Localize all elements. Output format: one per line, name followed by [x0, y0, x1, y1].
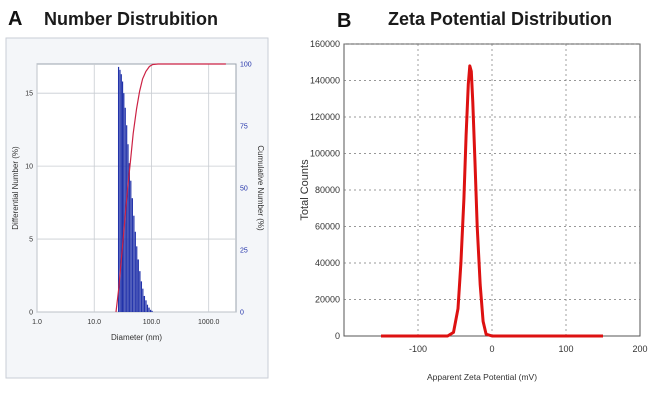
- bar: [130, 180, 132, 312]
- bar: [127, 144, 129, 312]
- bar: [126, 125, 128, 312]
- cumulative-line: [115, 63, 226, 313]
- y-tick-label-b: 60000: [315, 222, 340, 232]
- zeta-series-line: [381, 64, 603, 338]
- bar: [139, 271, 141, 312]
- bar: [146, 304, 149, 312]
- y-axis-label-a: Differential Number (%): [11, 146, 20, 230]
- panel-a-title: Number Distrubition: [44, 9, 218, 29]
- y-tick-label-b: 20000: [315, 295, 340, 305]
- bar: [131, 198, 133, 312]
- zeta-potential-chart: -100 0 100 200 0 20000 40000 60000 80000 100000 12…: [299, 39, 648, 382]
- panel-b-title: Zeta Potential Distribution: [388, 9, 613, 29]
- y2-tick-label-a: 100: [240, 62, 252, 69]
- bar: [123, 93, 125, 312]
- x-axis-label-b: Apparent Zeta Potential (mV): [427, 372, 537, 382]
- y-tick-label-a: 10: [25, 164, 33, 171]
- y-tick-label-a: 5: [29, 237, 33, 244]
- y-tick-label-b: 160000: [310, 39, 340, 49]
- number-distribution-chart: 1.0 10.0 100.0 1000.0 0 5 10 15 0 25 50 75 100 Diamet…: [5, 37, 269, 379]
- bar: [119, 69, 121, 312]
- y-tick-label-b: 40000: [315, 258, 340, 268]
- y2-tick-label-a: 75: [240, 124, 248, 131]
- x-tick-label-b: 200: [632, 344, 647, 354]
- bar: [117, 66, 120, 312]
- y-tick-label-a: 15: [25, 91, 33, 98]
- panel-b-letter: B: [337, 10, 352, 32]
- bar: [148, 307, 150, 312]
- bar: [149, 309, 152, 312]
- y2-tick-label-a: 50: [240, 186, 248, 193]
- bar: [120, 74, 122, 312]
- x-tick-label-a: 10.0: [87, 319, 101, 326]
- x-tick-label-b: -100: [409, 344, 427, 354]
- y-tick-label-a: 0: [29, 310, 33, 317]
- x-tick-label-a: 100.0: [143, 319, 161, 326]
- y-tick-label-b: 140000: [310, 76, 340, 86]
- x-tick-label-a: 1.0: [32, 319, 42, 326]
- y2-tick-label-a: 0: [240, 310, 244, 317]
- bar: [140, 281, 143, 312]
- x-tick-label-b: 100: [558, 344, 573, 354]
- y2-axis-label-a: Cumulative Number (%): [256, 145, 265, 231]
- bar: [142, 288, 144, 312]
- y-tick-label-b: 100000: [310, 149, 340, 159]
- x-tick-label-a: 1000.0: [198, 319, 220, 326]
- bar: [143, 295, 146, 312]
- x-tick-label-b: 0: [489, 344, 494, 354]
- bar: [121, 81, 124, 312]
- y-tick-label-b: 80000: [315, 185, 340, 195]
- bar: [137, 259, 139, 312]
- y2-tick-label-a: 25: [240, 248, 248, 255]
- bar: [151, 310, 153, 312]
- x-axis-label-a: Diameter (nm): [111, 333, 162, 342]
- bar: [145, 300, 147, 312]
- y-tick-label-b: 120000: [310, 112, 340, 122]
- y-tick-label-b: 0: [335, 331, 340, 341]
- y-axis-label-b: Total Counts: [299, 159, 311, 221]
- bar: [136, 246, 138, 312]
- bar: [128, 163, 130, 312]
- bar: [133, 215, 135, 312]
- panel-a-letter: A: [8, 8, 23, 30]
- bar: [134, 231, 136, 312]
